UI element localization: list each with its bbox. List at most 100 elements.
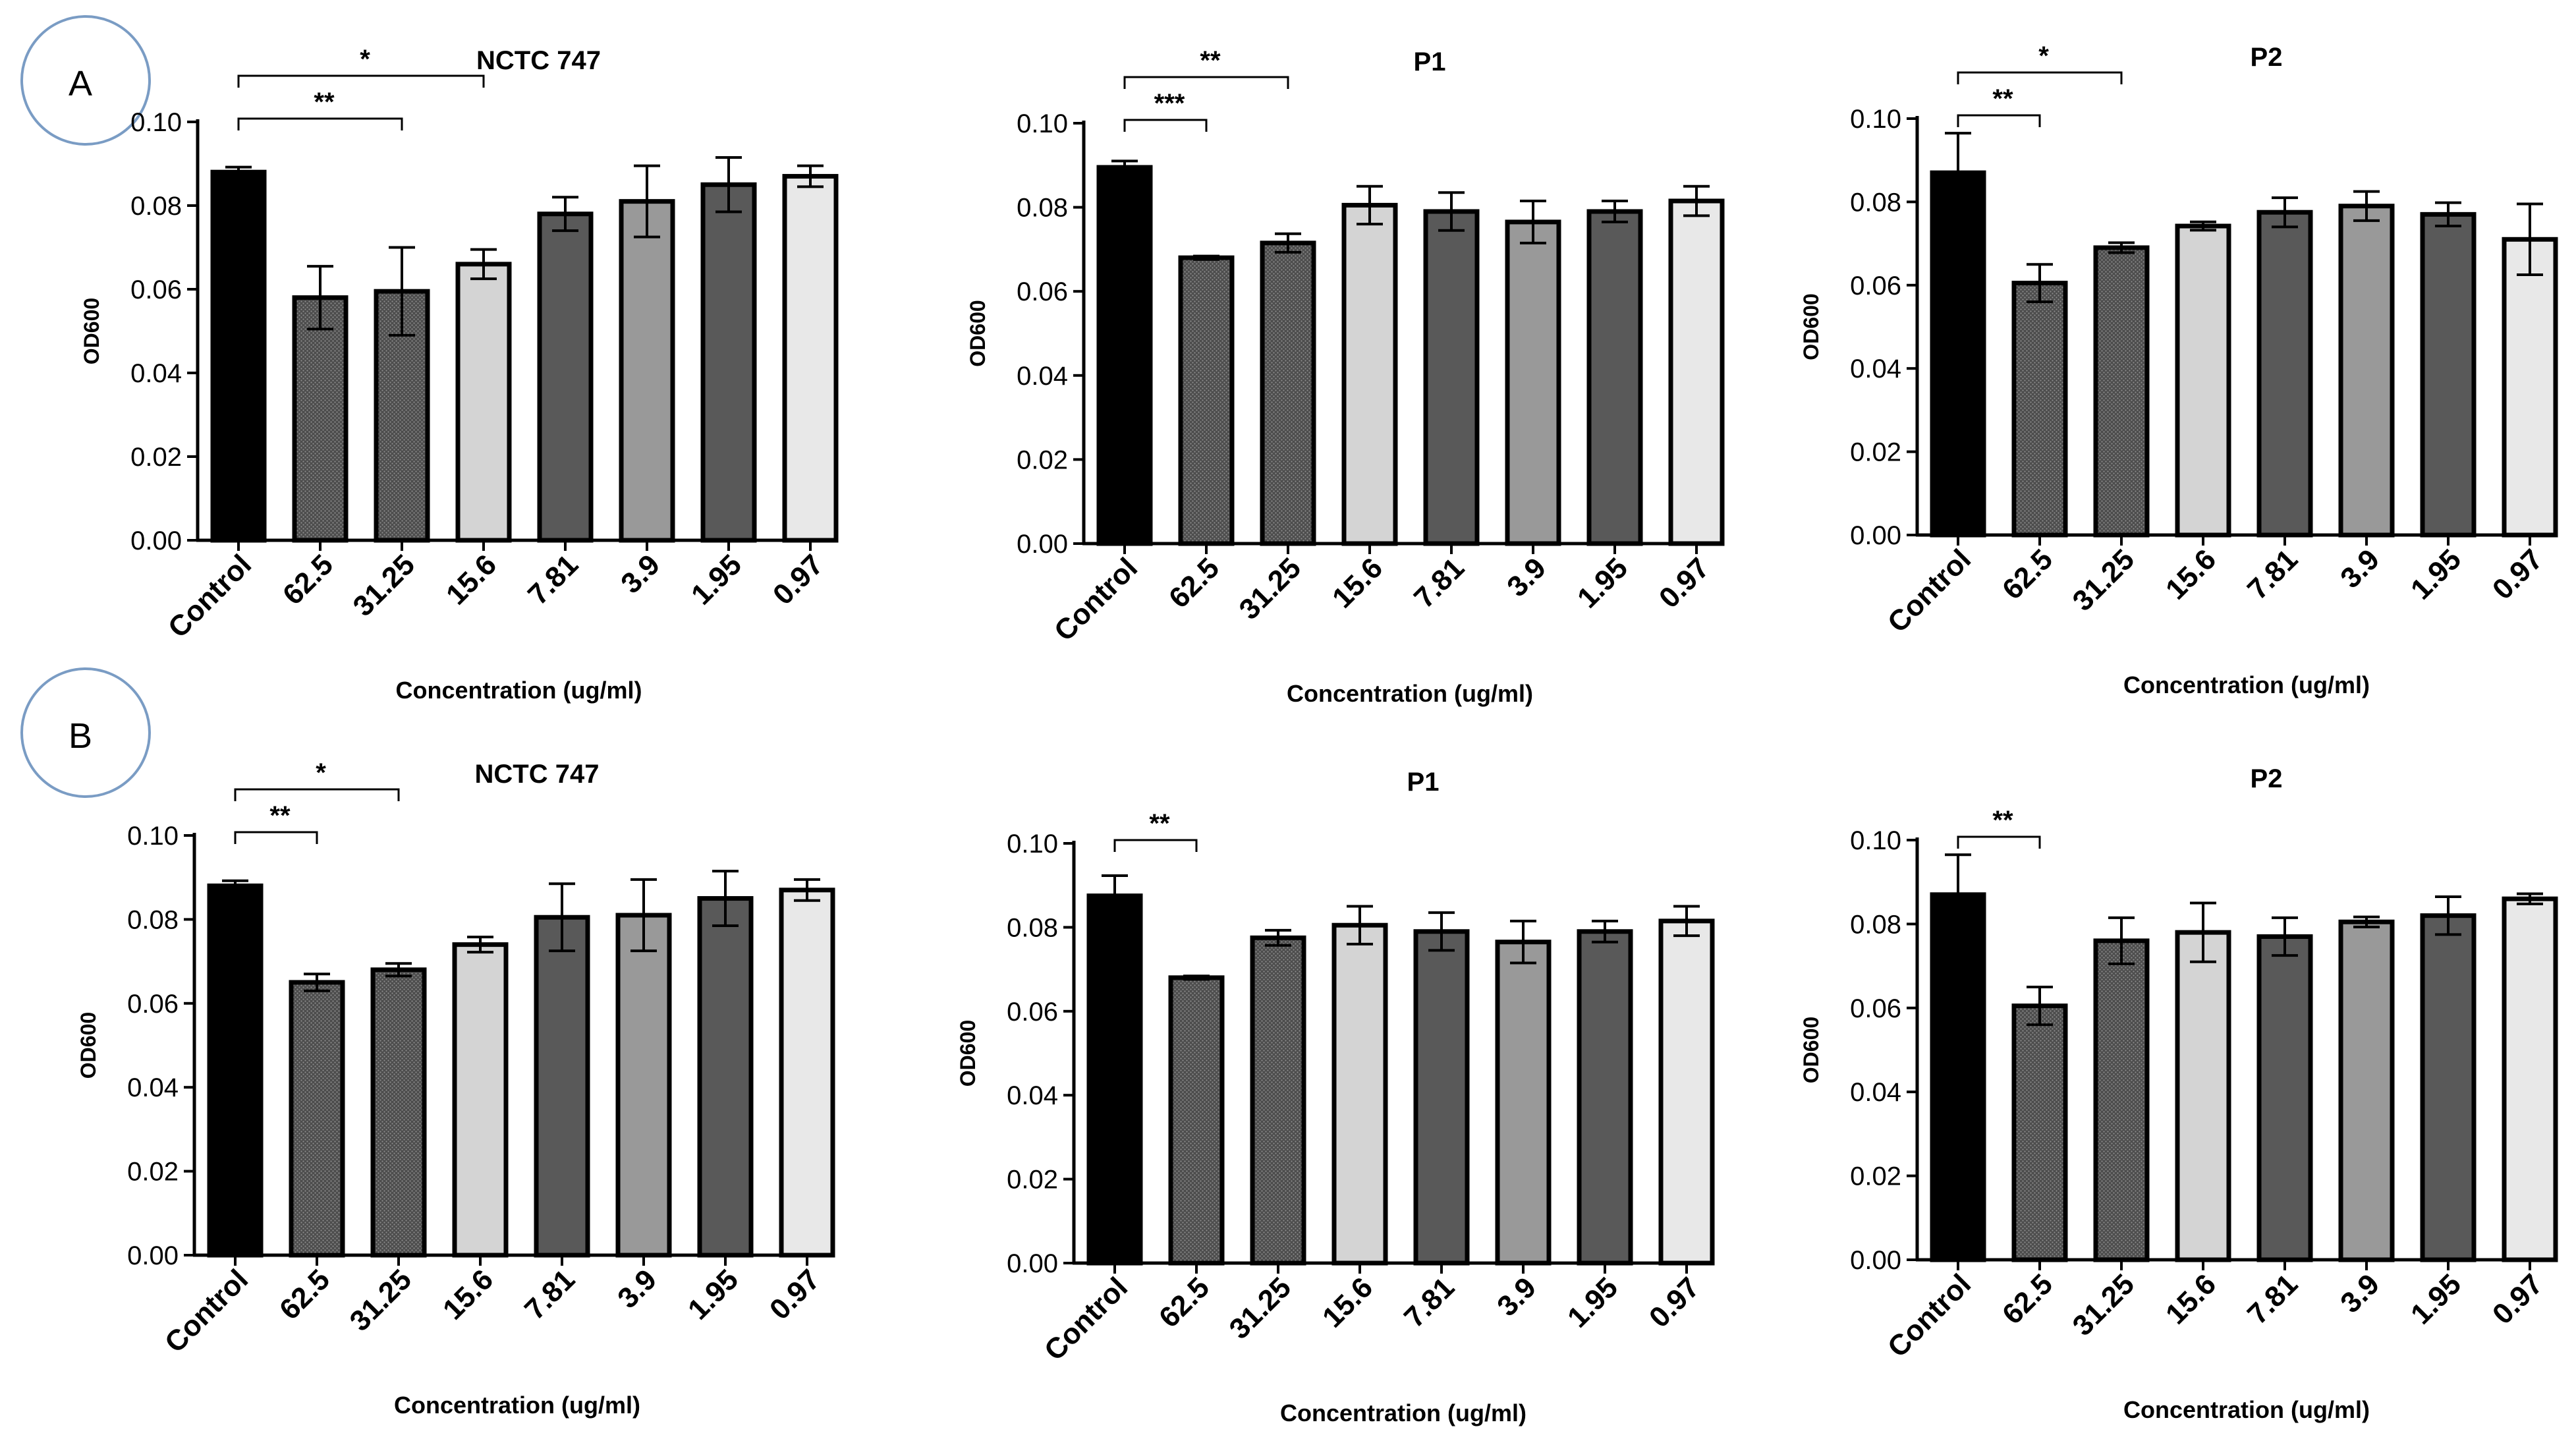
x-tick-label: 0.97 (767, 548, 829, 611)
bar (2502, 896, 2558, 1262)
bar (1086, 893, 1143, 1266)
y-tick-label: 0.02 (1850, 1162, 1901, 1191)
significance-bracket (1113, 839, 1198, 852)
y-tick-label: 0.04 (1850, 354, 1901, 383)
x-tick-label: 31.25 (1223, 1271, 1298, 1345)
x-tick-label: 15.6 (1326, 551, 1389, 614)
y-tick-label: 0.08 (1007, 913, 1058, 942)
bar (1930, 892, 1986, 1262)
bar (2175, 930, 2231, 1262)
bar (2175, 223, 2231, 538)
panel-label-b: B (20, 667, 151, 798)
x-tick-label: 0.97 (764, 1263, 826, 1326)
y-tick-label: 0.08 (130, 192, 182, 221)
bar (615, 913, 672, 1258)
bar (370, 967, 427, 1258)
x-tick-label: 7.81 (518, 1263, 581, 1326)
y-axis-label: OD600 (966, 300, 990, 366)
significance-bracket (234, 788, 400, 801)
y-tick-label: 0.04 (130, 359, 182, 388)
bar (1668, 198, 1725, 546)
significance-label: ** (314, 88, 335, 117)
y-tick-label: 0.10 (1850, 826, 1901, 855)
chart-title: NCTC 747 (476, 46, 601, 75)
bar (207, 883, 264, 1258)
chart-b-p2: 0.00 0.02 0.04 0.06 0.08 0.10 Control 62.5 31.25… (1799, 764, 2558, 1423)
x-axis-label: Concentration (ug/ml) (2123, 671, 2370, 698)
chart-a-p2: 0.00 0.02 0.04 0.06 0.08 0.10 Control 62.5 31.25… (1799, 42, 2558, 698)
y-axis-label: OD600 (956, 1020, 980, 1086)
bar (2502, 237, 2558, 538)
x-tick-label: Control (1882, 543, 1977, 638)
significance-label: * (2038, 42, 2049, 71)
y-tick-label: 0.00 (1850, 1246, 1901, 1275)
bar (537, 212, 594, 543)
bar (1341, 202, 1398, 546)
x-tick-label: 15.6 (440, 548, 503, 611)
y-tick-label: 0.08 (1850, 910, 1901, 939)
significance-label: ** (1200, 46, 1221, 75)
significance-bracket (1123, 119, 1208, 132)
x-tick-label: 62.5 (1996, 1268, 2059, 1330)
significance-bracket (237, 117, 403, 130)
x-tick-label: 7.81 (1408, 551, 1470, 614)
bar (1930, 170, 1986, 538)
chart-title: P2 (2251, 764, 2283, 793)
y-tick-label: 0.04 (127, 1073, 179, 1102)
y-tick-label: 0.00 (1850, 521, 1901, 550)
significance-label: * (316, 758, 326, 787)
x-tick-label: 1.95 (2405, 1268, 2467, 1330)
y-tick-label: 0.00 (1007, 1249, 1058, 1278)
x-tick-label: 1.95 (1561, 1271, 1624, 1334)
bar (452, 942, 509, 1258)
x-tick-label: 31.25 (344, 1263, 418, 1338)
x-tick-label: 3.9 (2334, 543, 2386, 594)
x-tick-label: Control (1038, 1271, 1134, 1367)
y-tick-label: 0.02 (127, 1158, 179, 1187)
chart-title: NCTC 747 (475, 760, 600, 789)
y-tick-label: 0.10 (1850, 105, 1901, 134)
y-axis-label: OD600 (1799, 1017, 1823, 1083)
bar (1586, 209, 1643, 546)
x-tick-label: 7.81 (522, 548, 584, 611)
bar (1260, 240, 1316, 546)
significance-label: ** (1992, 84, 2013, 113)
bar (2256, 210, 2313, 538)
x-tick-label: 1.95 (2405, 543, 2467, 606)
x-tick-label: 0.97 (2486, 543, 2549, 606)
y-tick-label: 0.06 (130, 275, 182, 304)
x-tick-label: 3.9 (1491, 1271, 1542, 1322)
y-axis-label: OD600 (1799, 293, 1823, 360)
bar (2011, 1003, 2068, 1262)
x-tick-label: 1.95 (1571, 551, 1634, 614)
y-tick-label: 0.00 (127, 1241, 179, 1270)
x-axis-label: Concentration (ug/ml) (1287, 680, 1533, 707)
y-tick-label: 0.04 (1007, 1081, 1058, 1110)
bar (700, 182, 757, 543)
bar (1658, 918, 1715, 1266)
y-tick-label: 0.06 (127, 990, 179, 1019)
bar (2093, 245, 2150, 538)
y-tick-label: 0.02 (1850, 438, 1901, 467)
y-tick-label: 0.10 (1007, 830, 1058, 859)
bar (292, 295, 349, 543)
y-tick-label: 0.02 (1017, 445, 1068, 474)
panel-label-a: A (20, 15, 151, 146)
chart-title: P1 (1407, 768, 1440, 797)
x-tick-label: 0.97 (1653, 551, 1716, 614)
x-tick-label: 62.5 (1163, 551, 1225, 614)
chart-a-nctc-747: 0.00 0.02 0.04 0.06 0.08 0.10 Control 62.5 31.25… (80, 45, 839, 704)
x-tick-label: 3.9 (1501, 551, 1552, 603)
bar (2338, 204, 2395, 538)
x-tick-label: 0.97 (1643, 1271, 1706, 1334)
y-tick-label: 0.00 (1017, 530, 1068, 559)
bar (1168, 975, 1225, 1266)
bar (2256, 934, 2313, 1262)
bar (2011, 281, 2068, 538)
significance-label: *** (1154, 89, 1185, 118)
bar (534, 915, 590, 1258)
x-tick-label: 62.5 (1996, 543, 2059, 606)
x-tick-label: 15.6 (1316, 1271, 1379, 1334)
